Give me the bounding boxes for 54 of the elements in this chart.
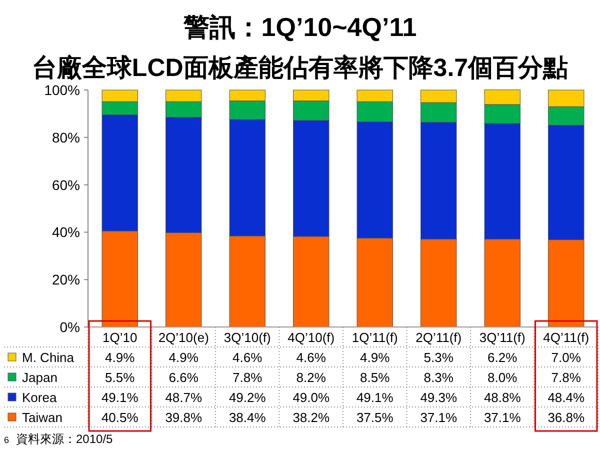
- data-label: 38.4%: [228, 410, 266, 425]
- data-label: 4.6%: [296, 350, 326, 365]
- data-label: 49.1%: [101, 390, 139, 405]
- data-label: 8.5%: [360, 370, 390, 385]
- legend-label: Korea: [22, 390, 58, 405]
- data-label: 48.7%: [165, 390, 202, 405]
- chart-title: 警訊：1Q’10~4Q’11: [182, 12, 417, 42]
- data-label: 48.8%: [484, 390, 522, 405]
- legend-label: Taiwan: [22, 410, 62, 425]
- data-label: 5.3%: [424, 350, 454, 365]
- x-tick-label: 4Q’10(f): [288, 330, 335, 345]
- data-label: 8.3%: [424, 370, 454, 385]
- chart-subtitle: 台廠全球LCD面板產能佔有率將下降3.7個百分點: [32, 54, 568, 82]
- x-tick-label: 1Q’10: [102, 330, 138, 345]
- data-label: 4.9%: [105, 350, 136, 365]
- data-label: 38.2%: [292, 410, 330, 425]
- y-tick-label: 80%: [52, 129, 80, 146]
- legend-label: M. China: [22, 350, 75, 365]
- data-label: 6.6%: [168, 370, 199, 385]
- data-label: 4.9%: [360, 350, 390, 365]
- data-label: 36.8%: [548, 410, 585, 425]
- data-label: 40.5%: [101, 410, 139, 425]
- data-label: 6.2%: [488, 350, 518, 365]
- y-tick-label: 60%: [52, 176, 80, 193]
- data-label: 37.5%: [356, 410, 394, 425]
- y-tick-label: 20%: [52, 272, 80, 288]
- data-label: 8.0%: [488, 370, 518, 385]
- data-label: 49.3%: [420, 390, 458, 405]
- y-tick-label: 0%: [60, 319, 80, 335]
- x-tick-label: 2Q’10(e): [158, 330, 209, 345]
- data-label: 7.8%: [551, 370, 582, 385]
- x-tick-label: 3Q’11(f): [479, 330, 526, 345]
- legend-label: Japan: [22, 370, 58, 385]
- data-label: 49.2%: [228, 390, 266, 405]
- data-label: 49.1%: [356, 390, 394, 405]
- data-label: 49.0%: [292, 390, 330, 405]
- data-label: 39.8%: [165, 410, 202, 425]
- source-note: 資料來源：2010/5: [16, 432, 114, 446]
- x-tick-label: 2Q’11(f): [416, 330, 462, 345]
- y-tick-label: 40%: [52, 224, 80, 240]
- x-tick-label: 4Q’11(f): [543, 330, 590, 345]
- x-tick-label: 3Q’10(f): [224, 330, 271, 345]
- x-tick-label: 1Q’11(f): [352, 330, 398, 345]
- data-label: 7.8%: [232, 370, 263, 385]
- y-tick-label: 100%: [44, 82, 80, 98]
- data-label: 48.4%: [548, 390, 585, 405]
- data-label: 4.6%: [232, 350, 263, 365]
- text: 6: [4, 435, 10, 445]
- data-label: 37.1%: [484, 410, 522, 425]
- data-label: 8.2%: [296, 370, 326, 385]
- data-label: 37.1%: [420, 410, 458, 425]
- data-label: 5.5%: [105, 370, 136, 385]
- data-label: 4.9%: [168, 350, 199, 365]
- data-label: 7.0%: [551, 350, 582, 365]
